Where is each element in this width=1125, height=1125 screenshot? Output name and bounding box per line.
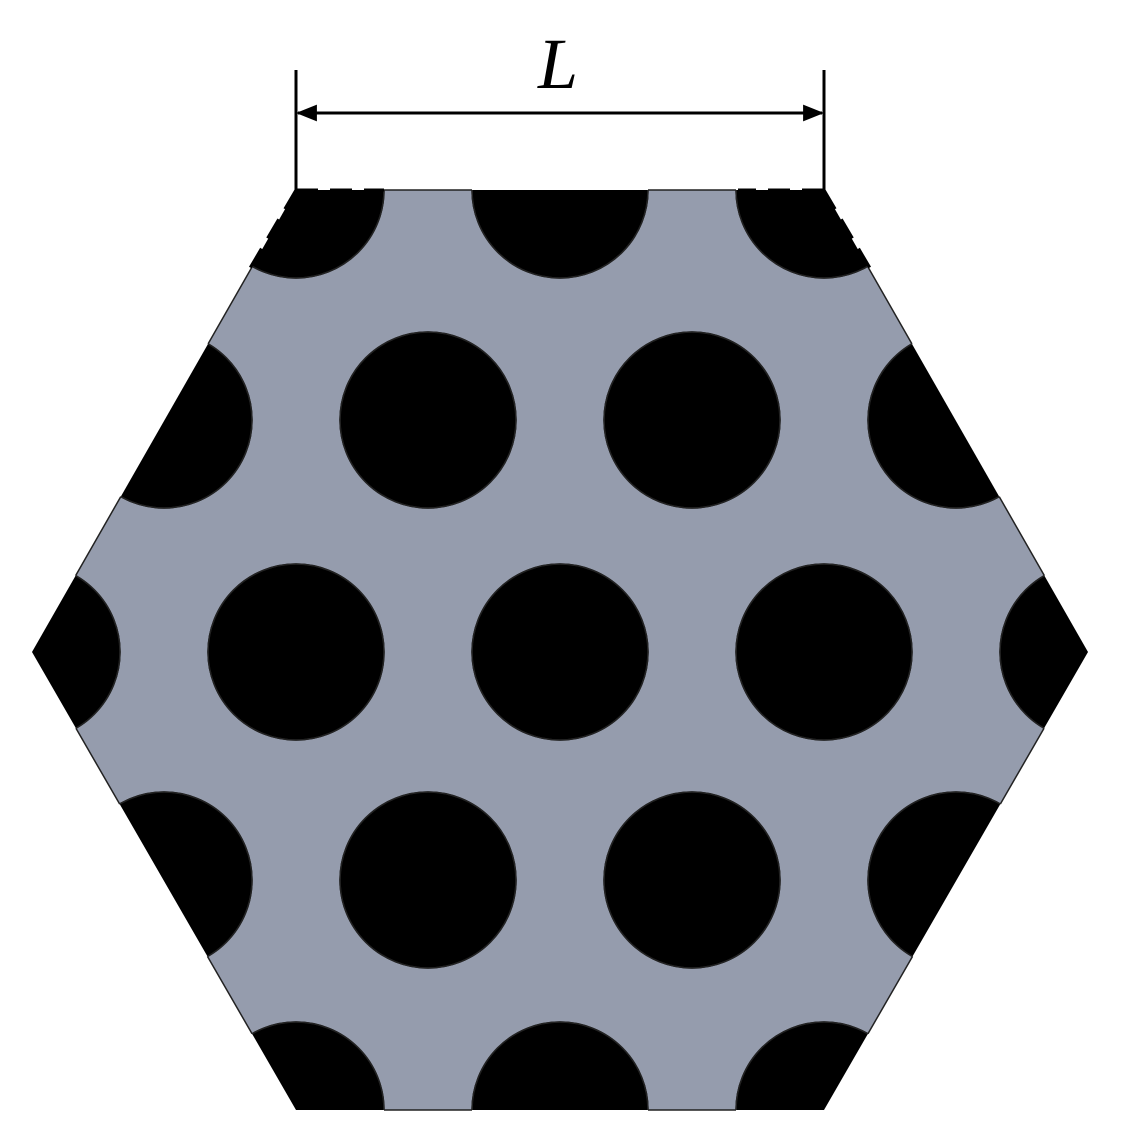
dimension-D: [490, 597, 629, 706]
dimension-L: [294, 70, 826, 190]
dashed-guides: [248, 188, 872, 269]
label-D: D: [506, 581, 559, 661]
label-L: L: [537, 24, 578, 104]
plate: [31, 189, 1089, 1111]
